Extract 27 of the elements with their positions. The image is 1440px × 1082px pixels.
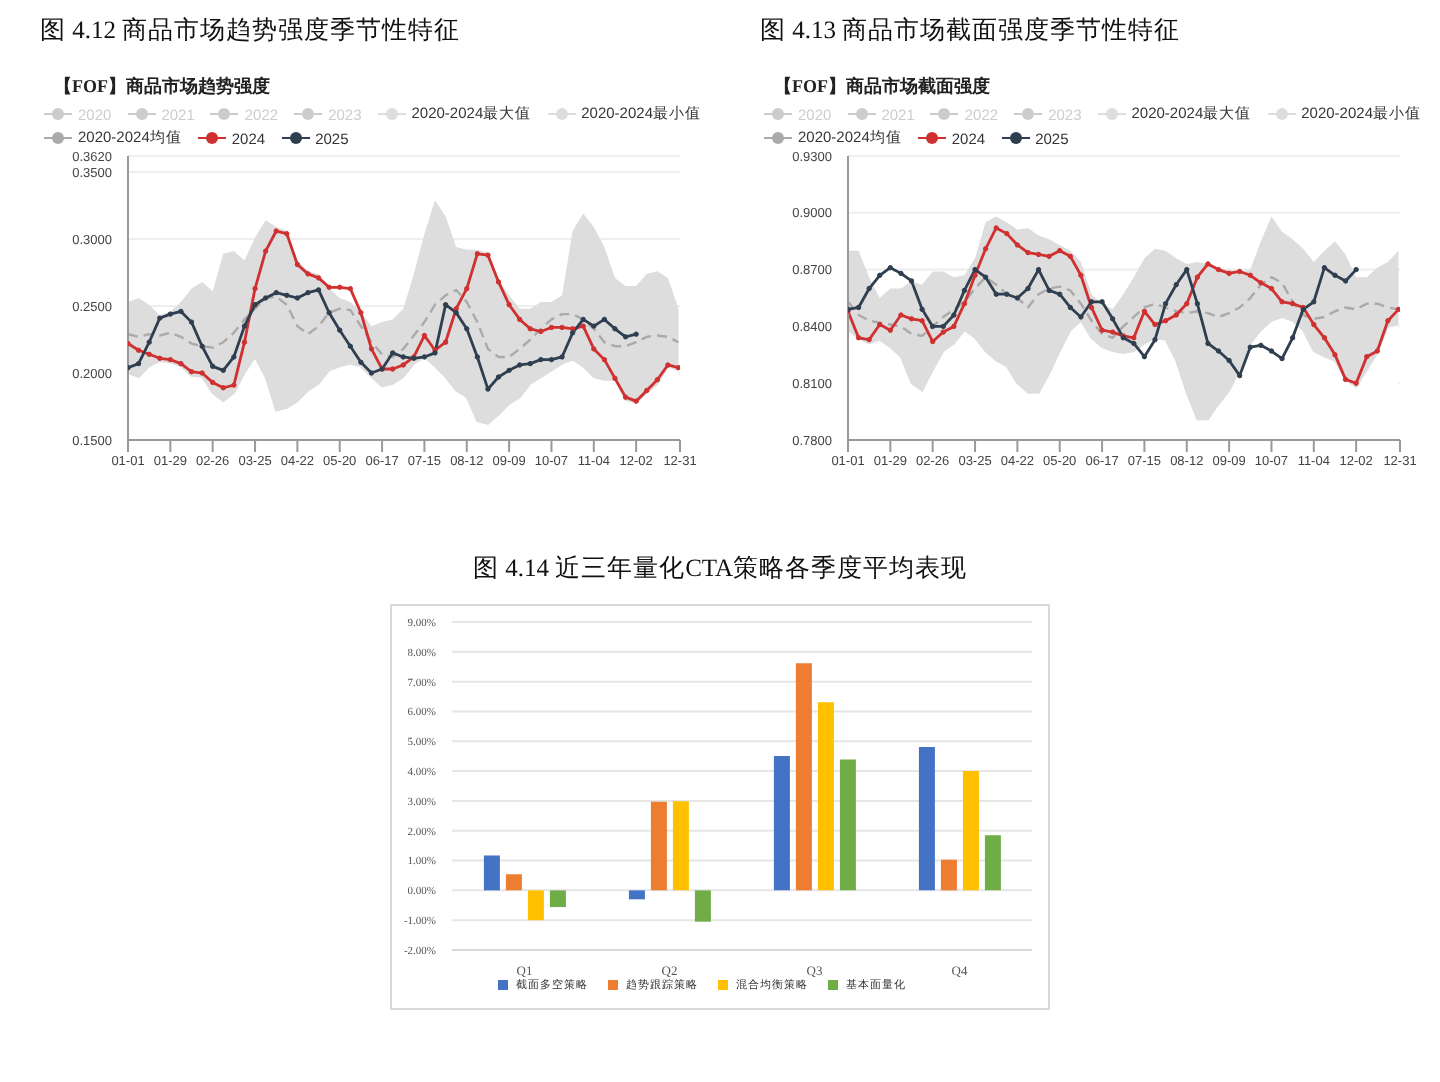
chart-subtitle: 【FOF】商品市场趋势强度 [54,74,270,100]
bar [650,801,667,891]
bar [918,746,935,891]
line-series [128,288,680,359]
bar [839,759,856,891]
bar [505,874,522,891]
bar [962,771,979,891]
bar [694,890,711,922]
chart-title: 图 4.12 商品市场趋势强度季节性特征 [40,14,461,48]
bar [628,890,645,900]
bar [795,663,812,891]
line-series [128,287,639,392]
chart-title: 图 4.13 商品市场截面强度季节性特征 [760,14,1181,48]
line-series [848,275,1400,339]
bar [984,835,1001,891]
line-series [848,265,1359,379]
bar [773,755,790,891]
line-series [848,225,1400,386]
bar [817,702,834,891]
chart-subtitle: 【FOF】商品市场截面强度 [774,74,990,100]
bar [672,801,689,891]
bar [549,890,566,908]
bar [527,890,544,921]
bar [940,859,957,891]
chart-title: 图 4.14 近三年量化CTA策略各季度平均表现 [470,552,970,586]
line-series [128,228,680,404]
bar [483,855,500,891]
